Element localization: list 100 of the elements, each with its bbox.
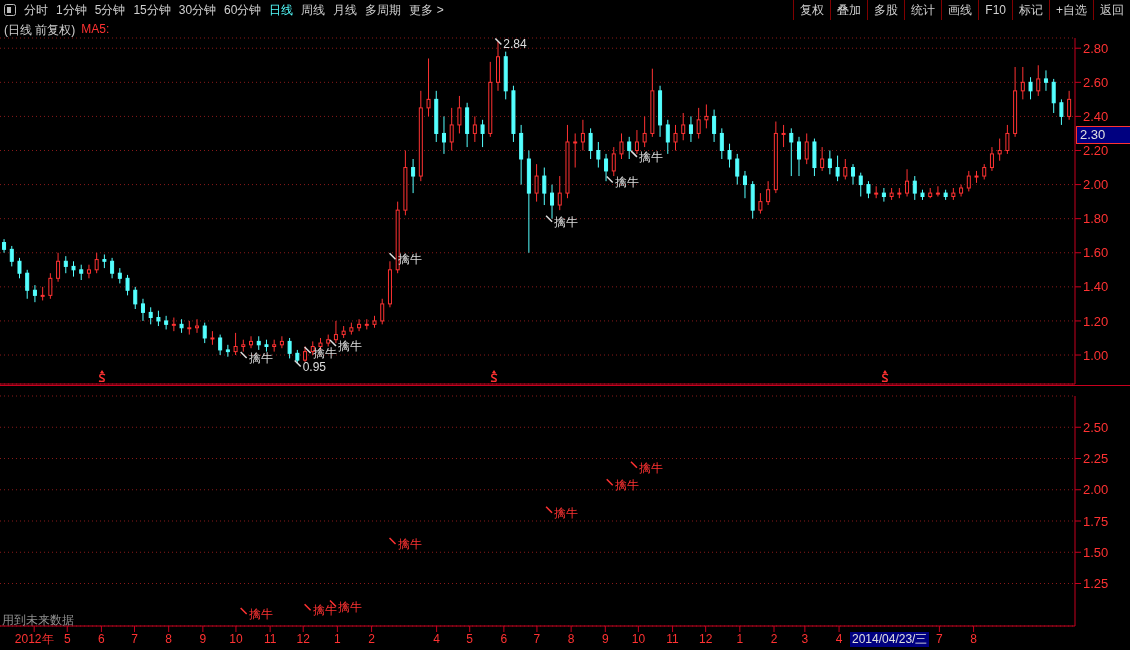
x-tick-label: 4	[433, 631, 441, 646]
text: 更多 >	[408, 2, 445, 19]
candlestick	[32, 284, 37, 303]
x-tick-label: 1	[736, 631, 744, 646]
candlestick	[357, 318, 362, 332]
text: F10	[978, 0, 1012, 20]
x-tick-label: 11	[263, 631, 277, 646]
text: 2.30	[1076, 126, 1130, 144]
candlestick	[542, 167, 547, 206]
text: +自选	[1048, 0, 1093, 20]
candlestick	[665, 119, 670, 155]
candlestick	[249, 335, 254, 349]
candlestick	[611, 146, 616, 177]
y-tick-label: 1.60	[1083, 245, 1109, 261]
y-tick-label: 1.20	[1083, 313, 1109, 329]
data-label: 擒牛	[638, 460, 663, 475]
candlestick	[411, 158, 416, 194]
data-label: 擒牛	[397, 537, 422, 551]
candlestick	[588, 127, 593, 160]
y-tick-label: 2.25	[1083, 451, 1109, 467]
x-tick-label: 8	[567, 631, 575, 646]
candlestick	[1043, 69, 1048, 92]
y-tick-label: 1.25	[1083, 576, 1109, 592]
x-tick-label: 6	[500, 631, 508, 646]
y-tick-label: 2.60	[1083, 74, 1109, 90]
candlestick	[56, 252, 61, 283]
y-tick-label: 2.00	[1083, 177, 1109, 193]
candlestick	[742, 170, 747, 199]
text: 30分钟	[177, 2, 218, 19]
annotation: 用到未来数据	[2, 612, 74, 629]
text: 多股	[867, 0, 905, 20]
chart-title: (日线 前复权)	[4, 22, 76, 39]
x-tick-label: 7	[131, 631, 139, 646]
x-tick-label: 1	[334, 631, 342, 646]
candlestick	[164, 315, 169, 330]
candlestick	[627, 136, 632, 160]
candlestick	[140, 298, 145, 322]
x-tick-label: 2	[368, 631, 376, 646]
text: 标记	[1011, 0, 1049, 20]
candlestick	[905, 168, 910, 198]
x-tick-label: 12	[698, 631, 713, 646]
annotation: 擒牛	[337, 339, 362, 354]
x-tick-label: 2012年	[14, 631, 54, 646]
candlestick	[133, 286, 138, 310]
candlestick	[1067, 90, 1072, 121]
text: 复权	[793, 0, 831, 20]
candlestick	[789, 127, 794, 177]
annotation: 0.95	[302, 359, 327, 374]
y-tick-label: 2.50	[1083, 419, 1109, 435]
candlestick	[989, 146, 994, 172]
x-tick-label: 12	[296, 631, 311, 646]
candlestick	[604, 153, 609, 182]
x-tick-label: 10	[229, 631, 243, 646]
candlestick	[472, 115, 477, 143]
text: 1分钟	[55, 2, 88, 19]
candlestick	[279, 335, 284, 349]
candlestick	[380, 298, 385, 325]
x-tick-label: 4	[835, 631, 843, 646]
data-label: 擒牛	[554, 505, 579, 520]
x-tick-label: 5	[63, 631, 71, 646]
x-tick-label: 2	[770, 631, 778, 646]
candlestick	[202, 322, 207, 344]
x-tick-label: 11	[666, 631, 680, 646]
candlestick	[333, 320, 338, 344]
annotation: 2.84	[503, 37, 528, 52]
y-tick-label: 1.40	[1083, 279, 1109, 295]
candlestick	[804, 132, 809, 165]
y-tick-label: 1.80	[1083, 211, 1109, 227]
candlestick	[719, 127, 724, 160]
candlestick	[449, 107, 454, 151]
data-label: 擒牛	[614, 478, 639, 493]
x-tick-label: 8	[970, 631, 978, 646]
x-tick-label: 7	[936, 631, 944, 646]
candlestick	[843, 158, 848, 180]
candlestick	[550, 184, 555, 220]
candlestick	[966, 170, 971, 192]
x-tick-label: 7	[533, 631, 541, 646]
x-tick-label: 9	[601, 631, 609, 646]
candlestick	[94, 252, 99, 274]
candlestick	[758, 192, 763, 215]
data-label: 擒牛	[248, 607, 273, 621]
x-tick-label: 10	[631, 631, 646, 646]
candlestick	[596, 141, 601, 169]
x-tick-label: 5	[466, 631, 474, 646]
y-tick-label: 2.80	[1083, 40, 1109, 56]
candlestick	[580, 119, 585, 151]
x-tick-label: 3	[801, 631, 809, 646]
annotation: 擒牛	[638, 149, 663, 164]
candlestick	[619, 132, 624, 160]
text: 5分钟	[93, 2, 127, 19]
candlestick	[681, 112, 686, 141]
text: 日线	[268, 2, 295, 19]
text: 60分钟	[223, 2, 263, 19]
candlestick	[696, 107, 701, 140]
candlestick	[642, 115, 647, 148]
candlestick	[835, 155, 840, 182]
candlestick	[480, 119, 485, 148]
candlestick	[673, 124, 678, 151]
text: 叠加	[830, 0, 868, 20]
candlestick	[557, 175, 562, 211]
